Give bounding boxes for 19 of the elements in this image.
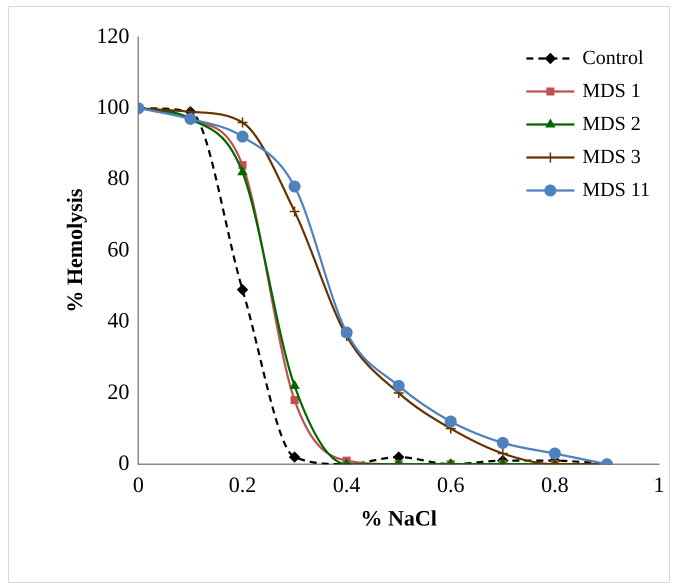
y-tick-label: 40 <box>107 308 130 333</box>
x-tick-label: 0.6 <box>437 472 465 498</box>
x-tick-label: 0.2 <box>228 472 256 498</box>
y-tick-label: 60 <box>107 236 130 262</box>
x-tick-label: 1 <box>654 472 664 498</box>
legend-label: Control <box>582 46 644 69</box>
y-tick-label: 100 <box>96 94 130 119</box>
x-tick-label: 0.4 <box>332 472 360 498</box>
y-tick-label: 20 <box>107 378 130 404</box>
y-axis-title: % Hemolysis <box>62 188 87 313</box>
legend-label: MDS 11 <box>582 178 650 201</box>
legend-label: MDS 1 <box>582 80 641 102</box>
legend-label: MDS 2 <box>582 112 641 135</box>
x-tick-label: 0.8 <box>541 472 569 498</box>
y-tick-label: 0 <box>118 450 130 475</box>
x-axis-title: % NaCl <box>360 505 437 530</box>
y-tick-label: 120 <box>96 22 130 48</box>
y-tick-label: 80 <box>107 165 130 190</box>
legend-label: MDS 3 <box>582 146 641 168</box>
